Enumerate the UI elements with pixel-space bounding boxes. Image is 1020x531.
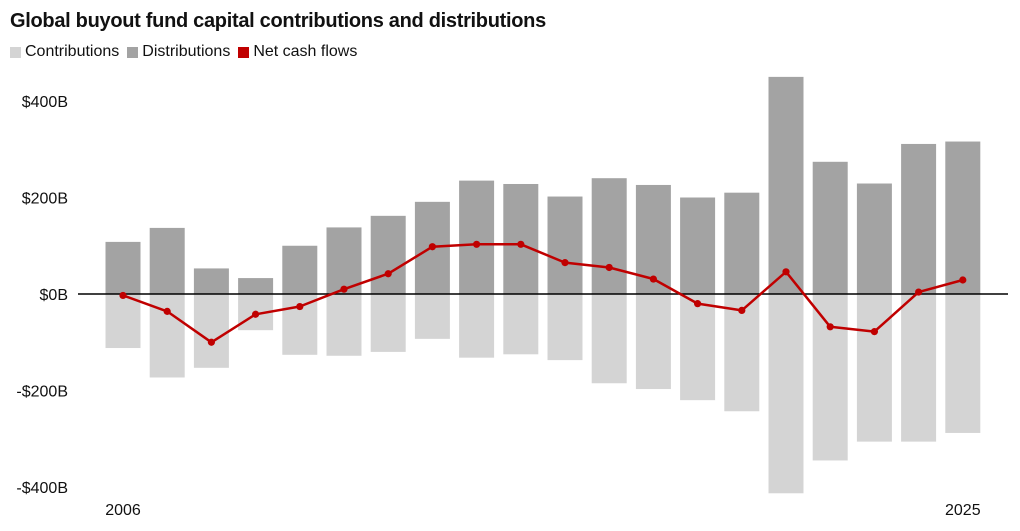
legend-swatch-net-cash-flows	[238, 46, 250, 58]
legend-item-net-cash-flows: Net cash flows	[238, 43, 357, 61]
distributions-bar-2015	[503, 183, 539, 294]
contributions-bar-2013	[414, 294, 450, 339]
distributions-bar-2016	[547, 196, 583, 294]
y-tick-label: $400B	[22, 94, 68, 111]
contributions-bar-2025	[945, 294, 981, 433]
distributions-bar-2006	[105, 241, 141, 294]
legend-item-distributions: Distributions	[127, 43, 230, 61]
distributions-bar-2007	[149, 227, 185, 294]
distributions-bar-2024	[901, 143, 937, 294]
y-tick-label: -$200B	[16, 384, 68, 401]
legend-label-distributions: Distributions	[142, 43, 231, 60]
contributions-bar-2023	[856, 294, 892, 442]
distributions-bars	[105, 76, 981, 294]
contributions-bar-2006	[105, 294, 141, 349]
distributions-bar-2021	[768, 76, 804, 294]
net-cash-flows-point-2018	[649, 275, 658, 283]
y-tick-label: $0B	[40, 287, 68, 304]
contributions-bar-2016	[547, 294, 583, 361]
distributions-bar-2012	[370, 215, 406, 294]
net-cash-flows-point-2013	[428, 243, 436, 251]
net-cash-flows-point-2019	[694, 300, 702, 308]
contributions-bar-2021	[768, 294, 804, 494]
net-cash-flows-line	[122, 243, 964, 344]
legend-item-contributions: Contributions	[10, 43, 119, 61]
x-tick-label-2025: 2025	[945, 502, 981, 519]
contributions-bar-2022	[812, 294, 848, 461]
net-cash-flows-point-2020	[738, 306, 746, 315]
contributions-bar-2014	[459, 294, 495, 358]
distributions-bar-2019	[680, 197, 716, 294]
y-tick-label: -$400B	[16, 480, 68, 497]
legend-label-contributions: Contributions	[25, 43, 120, 60]
net-cash-flows-point-2023	[870, 328, 879, 336]
distributions-bar-2010	[282, 245, 318, 294]
net-cash-flows-point-2008	[207, 338, 215, 346]
contributions-bar-2008	[193, 294, 229, 368]
net-cash-flows-point-2010	[296, 302, 304, 311]
contributions-bar-2017	[591, 294, 627, 384]
net-cash-flows-point-2011	[340, 285, 348, 293]
contributions-bar-2011	[326, 294, 362, 356]
legend: Contributions Distributions Net cash flo…	[10, 43, 365, 61]
net-cash-flows-point-2009	[252, 310, 260, 318]
contributions-bar-2024	[901, 294, 937, 442]
y-axis-ticks: $400B $200B $0B -$200B -$400B	[16, 94, 68, 497]
x-axis-ticks: 2006 2025	[105, 502, 980, 519]
legend-swatch-contributions	[10, 46, 21, 58]
net-cash-flows-series	[119, 240, 967, 346]
contributions-bars	[105, 294, 981, 494]
distributions-bar-2008	[193, 268, 229, 294]
net-cash-flows-point-2025	[959, 276, 967, 284]
net-cash-flows-point-2017	[605, 263, 613, 272]
distributions-bar-2011	[326, 227, 362, 294]
y-tick-label: $200B	[22, 191, 68, 208]
distributions-bar-2020	[724, 192, 760, 294]
net-cash-flows-point-2024	[915, 288, 923, 296]
contributions-bar-2018	[635, 294, 671, 390]
contributions-bar-2019	[680, 294, 716, 401]
net-cash-flows-point-2012	[384, 270, 392, 278]
legend-swatch-distributions	[127, 46, 139, 58]
distributions-bar-2025	[945, 141, 981, 294]
distributions-bar-2014	[459, 180, 495, 294]
net-cash-flows-point-2015	[517, 240, 525, 248]
net-cash-flows-point-2007	[163, 307, 171, 315]
net-cash-flows-point-2022	[826, 323, 834, 331]
distributions-bar-2022	[812, 161, 848, 294]
distributions-bar-2009	[238, 278, 274, 294]
contributions-bar-2015	[503, 294, 539, 355]
x-tick-label-2006: 2006	[105, 502, 141, 519]
distributions-bar-2023	[856, 183, 892, 294]
distributions-bar-2017	[591, 178, 627, 294]
net-cash-flows-point-2021	[782, 268, 790, 276]
net-cash-flows-point-2016	[561, 259, 569, 267]
chart-title: Global buyout fund capital contributions…	[10, 10, 546, 32]
net-cash-flows-point-2014	[473, 240, 481, 248]
net-cash-flows-point-2006	[119, 291, 127, 300]
legend-label-net-cash-flows: Net cash flows	[253, 43, 358, 60]
contributions-bar-2012	[370, 294, 406, 352]
